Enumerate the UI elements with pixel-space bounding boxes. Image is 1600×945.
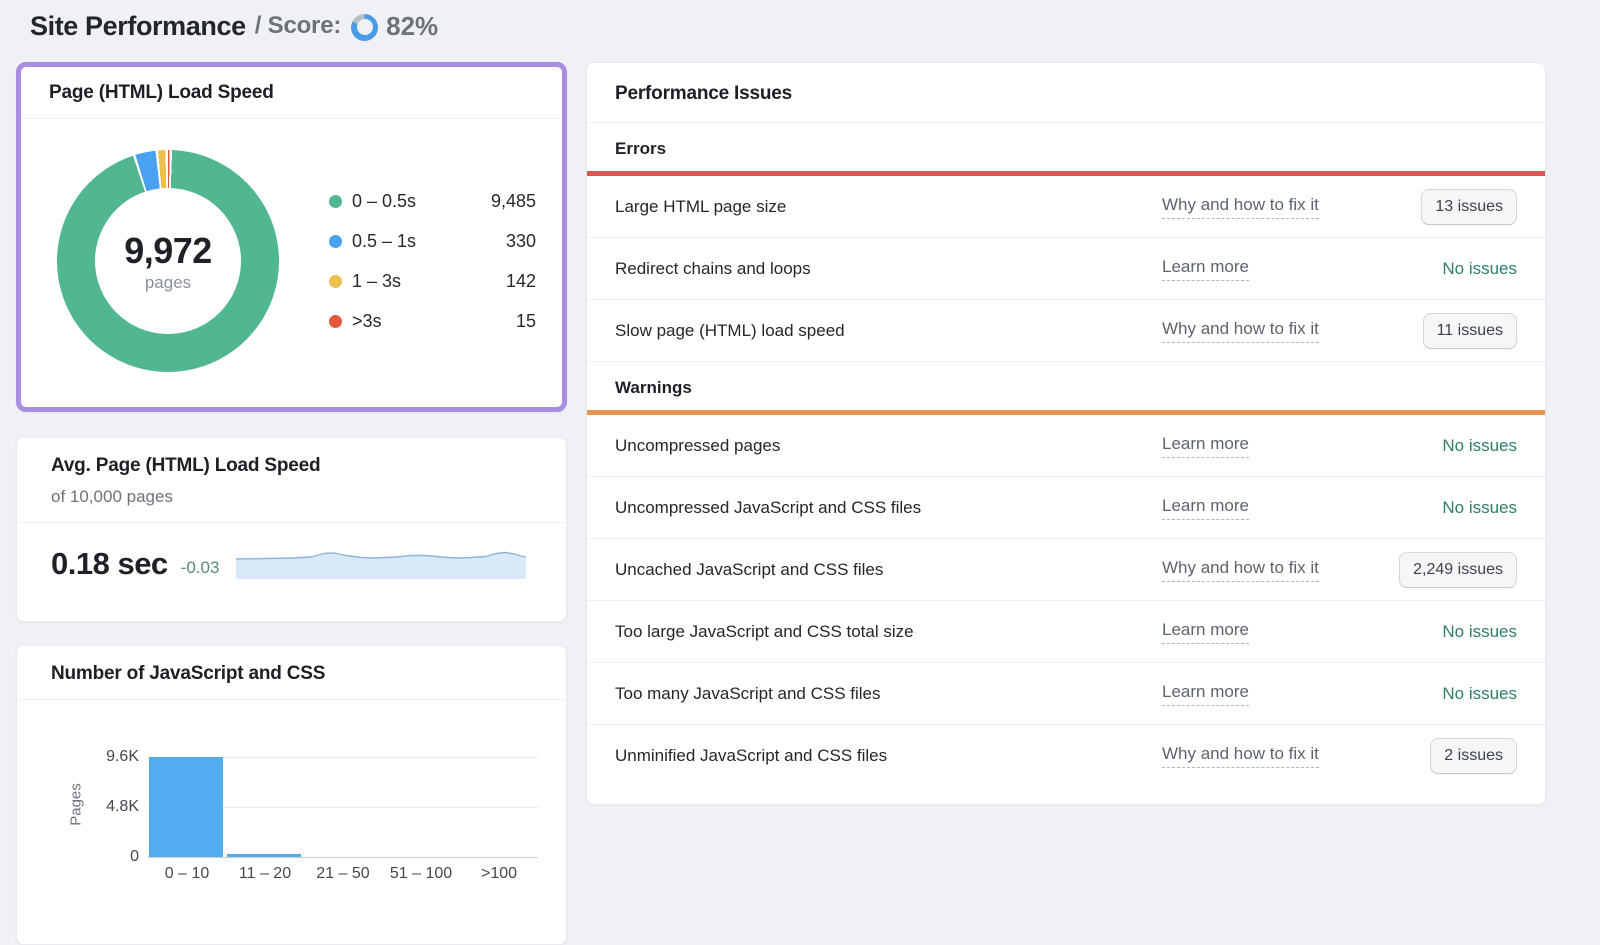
legend-value: 330 xyxy=(505,230,536,251)
legend-value: 142 xyxy=(505,270,536,291)
score-donut-icon xyxy=(351,13,379,41)
issues-count-button[interactable]: 13 issues xyxy=(1421,188,1517,225)
legend-label: 0 – 0.5s xyxy=(352,190,417,211)
issues-count-button[interactable]: 11 issues xyxy=(1422,312,1517,349)
y-tick: 9.6K xyxy=(106,748,139,765)
card-subtitle: of 10,000 pages xyxy=(51,487,173,506)
legend-label: >3s xyxy=(352,310,382,331)
x-tick: 51 – 100 xyxy=(389,865,453,882)
legend-dot-yellow xyxy=(329,274,342,288)
legend-value: 15 xyxy=(515,310,536,331)
issue-name: Uncompressed pages xyxy=(615,435,781,455)
donut-total-unit: pages xyxy=(144,272,192,292)
load-speed-trend-sparkline xyxy=(236,551,527,579)
card-title: Avg. Page (HTML) Load Speed xyxy=(51,455,321,476)
card-performance-issues: Performance Issues Errors Large HTML pag… xyxy=(586,62,1546,805)
y-tick: 4.8K xyxy=(106,798,139,815)
issue-name: Slow page (HTML) load speed xyxy=(615,320,845,340)
why-how-to-fix-link[interactable]: Why and how to fix it xyxy=(1162,319,1319,343)
card-title: Number of JavaScript and CSS xyxy=(51,663,326,684)
site-performance-page: Site Performance / Score: 82% Page (HTML… xyxy=(16,5,1546,945)
why-how-to-fix-link[interactable]: Why and how to fix it xyxy=(1162,558,1319,582)
issue-row: Large HTML page size Why and how to fix … xyxy=(587,176,1545,238)
why-how-to-fix-link[interactable]: Why and how to fix it xyxy=(1162,744,1319,768)
legend-item[interactable]: >3s 15 xyxy=(329,311,536,332)
gridline xyxy=(148,807,538,808)
x-tick: 21 – 50 xyxy=(316,865,370,882)
learn-more-link[interactable]: Learn more xyxy=(1162,620,1249,644)
x-tick: 0 – 10 xyxy=(164,865,210,882)
header: Site Performance / Score: 82% xyxy=(30,5,438,47)
issue-name: Too many JavaScript and CSS files xyxy=(615,683,881,703)
donut-center: 9,972 pages xyxy=(95,188,241,334)
avg-load-speed-value: 0.18 sec xyxy=(51,546,168,581)
legend-item[interactable]: 0.5 – 1s 330 xyxy=(329,231,536,252)
issue-row: Unminified JavaScript and CSS files Why … xyxy=(587,725,1545,786)
donut-total-pages: 9,972 xyxy=(124,229,212,271)
issue-name: Large HTML page size xyxy=(615,196,787,216)
issue-name: Uncached JavaScript and CSS files xyxy=(615,559,884,579)
card-title: Performance Issues xyxy=(615,83,792,104)
no-issues-text: No issues xyxy=(1442,621,1517,641)
x-tick: 11 – 20 xyxy=(238,865,292,882)
card-page-load-speed[interactable]: Page (HTML) Load Speed 9,972 pages 0 – 0… xyxy=(16,62,567,412)
learn-more-link[interactable]: Learn more xyxy=(1162,496,1249,520)
donut-legend: 0 – 0.5s 9,485 0.5 – 1s 330 1 – 3s 142 >… xyxy=(329,172,536,351)
no-issues-text: No issues xyxy=(1442,683,1517,703)
card-avg-load-speed[interactable]: Avg. Page (HTML) Load Speed of 10,000 pa… xyxy=(16,437,567,622)
x-axis-line xyxy=(148,857,538,858)
no-issues-text: No issues xyxy=(1442,258,1517,278)
divider xyxy=(587,122,1545,123)
legend-dot-blue xyxy=(329,234,342,248)
issue-name: Too large JavaScript and CSS total size xyxy=(615,621,914,641)
load-speed-donut-chart[interactable]: 9,972 pages xyxy=(57,150,279,372)
no-issues-text: No issues xyxy=(1442,497,1517,517)
divider xyxy=(17,522,566,523)
legend-dot-green xyxy=(329,194,342,208)
issue-name: Redirect chains and loops xyxy=(615,258,811,278)
divider xyxy=(17,699,566,700)
no-issues-text: No issues xyxy=(1442,435,1517,455)
issues-count-button[interactable]: 2 issues xyxy=(1430,737,1517,774)
issue-name: Uncompressed JavaScript and CSS files xyxy=(615,497,922,517)
score-label: / Score: xyxy=(254,12,342,39)
bar-0-10 xyxy=(149,757,223,857)
issues-count-button[interactable]: 2,249 issues xyxy=(1399,551,1517,588)
issue-row: Uncached JavaScript and CSS files Why an… xyxy=(587,539,1545,601)
why-how-to-fix-link[interactable]: Why and how to fix it xyxy=(1162,195,1319,219)
learn-more-link[interactable]: Learn more xyxy=(1162,682,1249,706)
plot-area xyxy=(148,757,538,858)
score-value: 82% xyxy=(386,10,439,41)
legend-item[interactable]: 1 – 3s 142 xyxy=(329,271,536,292)
card-number-of-js-css[interactable]: Number of JavaScript and CSS Pages 9.6K … xyxy=(16,645,567,945)
issue-row: Uncompressed JavaScript and CSS files Le… xyxy=(587,477,1545,539)
avg-load-speed-delta: -0.03 xyxy=(180,558,220,577)
section-label-errors: Errors xyxy=(615,139,667,158)
legend-label: 1 – 3s xyxy=(352,270,402,291)
gridline xyxy=(148,757,538,758)
issue-row: Too large JavaScript and CSS total size … xyxy=(587,601,1545,663)
issue-row: Uncompressed pages Learn more No issues xyxy=(587,415,1545,477)
legend-item[interactable]: 0 – 0.5s 9,485 xyxy=(329,191,536,212)
legend-value: 9,485 xyxy=(490,190,536,211)
issue-row: Redirect chains and loops Learn more No … xyxy=(587,238,1545,300)
page-title: Site Performance xyxy=(30,10,246,41)
card-title: Page (HTML) Load Speed xyxy=(49,82,274,103)
bar-11-20 xyxy=(227,854,301,857)
learn-more-link[interactable]: Learn more xyxy=(1162,434,1249,458)
legend-label: 0.5 – 1s xyxy=(352,230,417,251)
learn-more-link[interactable]: Learn more xyxy=(1162,257,1249,281)
legend-dot-red xyxy=(329,314,342,328)
issue-row: Too many JavaScript and CSS files Learn … xyxy=(587,663,1545,725)
y-tick: 0 xyxy=(130,848,139,865)
divider xyxy=(21,118,562,119)
issue-name: Unminified JavaScript and CSS files xyxy=(615,745,888,765)
issue-row: Slow page (HTML) load speed Why and how … xyxy=(587,300,1545,362)
x-axis-labels: 0 – 10 11 – 20 21 – 50 51 – 100 >100 xyxy=(148,865,538,883)
js-css-bar-chart: Pages 9.6K 4.8K 0 0 – 10 11 – 20 21 – 50… xyxy=(17,700,566,930)
warnings-severity-bar xyxy=(587,410,1545,415)
x-tick: >100 xyxy=(480,865,518,882)
section-label-warnings: Warnings xyxy=(615,378,692,397)
errors-severity-bar xyxy=(587,171,1545,176)
